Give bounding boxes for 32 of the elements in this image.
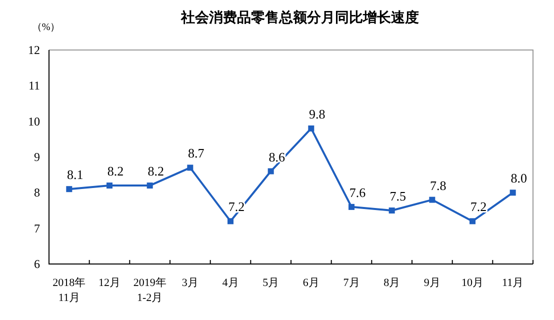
ytick: 9: [34, 150, 40, 164]
data-label: 7.8: [430, 178, 446, 193]
data-label: 7.5: [390, 188, 406, 204]
data-label: 8.7: [188, 146, 204, 161]
ytick: 10: [28, 114, 40, 128]
title: 社会消费品零售总额分月同比增长速度: [181, 11, 419, 26]
data-label: 8.0: [510, 170, 527, 186]
xtick: 5月: [262, 277, 280, 289]
ylabel: （%）: [32, 22, 60, 33]
ytick: 11: [28, 78, 40, 93]
xtick: 6月: [302, 277, 320, 289]
xtick: 10月: [462, 277, 484, 289]
data-label: 9.8: [309, 106, 326, 122]
xtick: 11月: [502, 277, 524, 289]
data-label: 8.6: [268, 149, 285, 164]
xtick: 3月: [182, 277, 198, 289]
ytick: 12: [28, 43, 40, 57]
xtick: 7月: [343, 277, 360, 289]
xtick: 12月: [98, 277, 120, 289]
xtick: 2018年 11月: [52, 277, 86, 304]
data-label: 7.2: [470, 199, 487, 214]
data-label: 8.2: [107, 164, 124, 179]
xtick: 9月: [424, 277, 440, 289]
data-label: 7.6: [349, 184, 366, 200]
xtick: 4月: [222, 277, 239, 289]
data-label: 8.1: [67, 167, 84, 182]
ytick: 6: [34, 257, 40, 271]
ytick: 8: [34, 186, 40, 200]
data-label: 8.2: [148, 164, 164, 179]
xtick: 8月: [384, 277, 400, 289]
xtick: 2019年 1-2月: [133, 277, 166, 304]
ytick: 7: [34, 221, 40, 236]
